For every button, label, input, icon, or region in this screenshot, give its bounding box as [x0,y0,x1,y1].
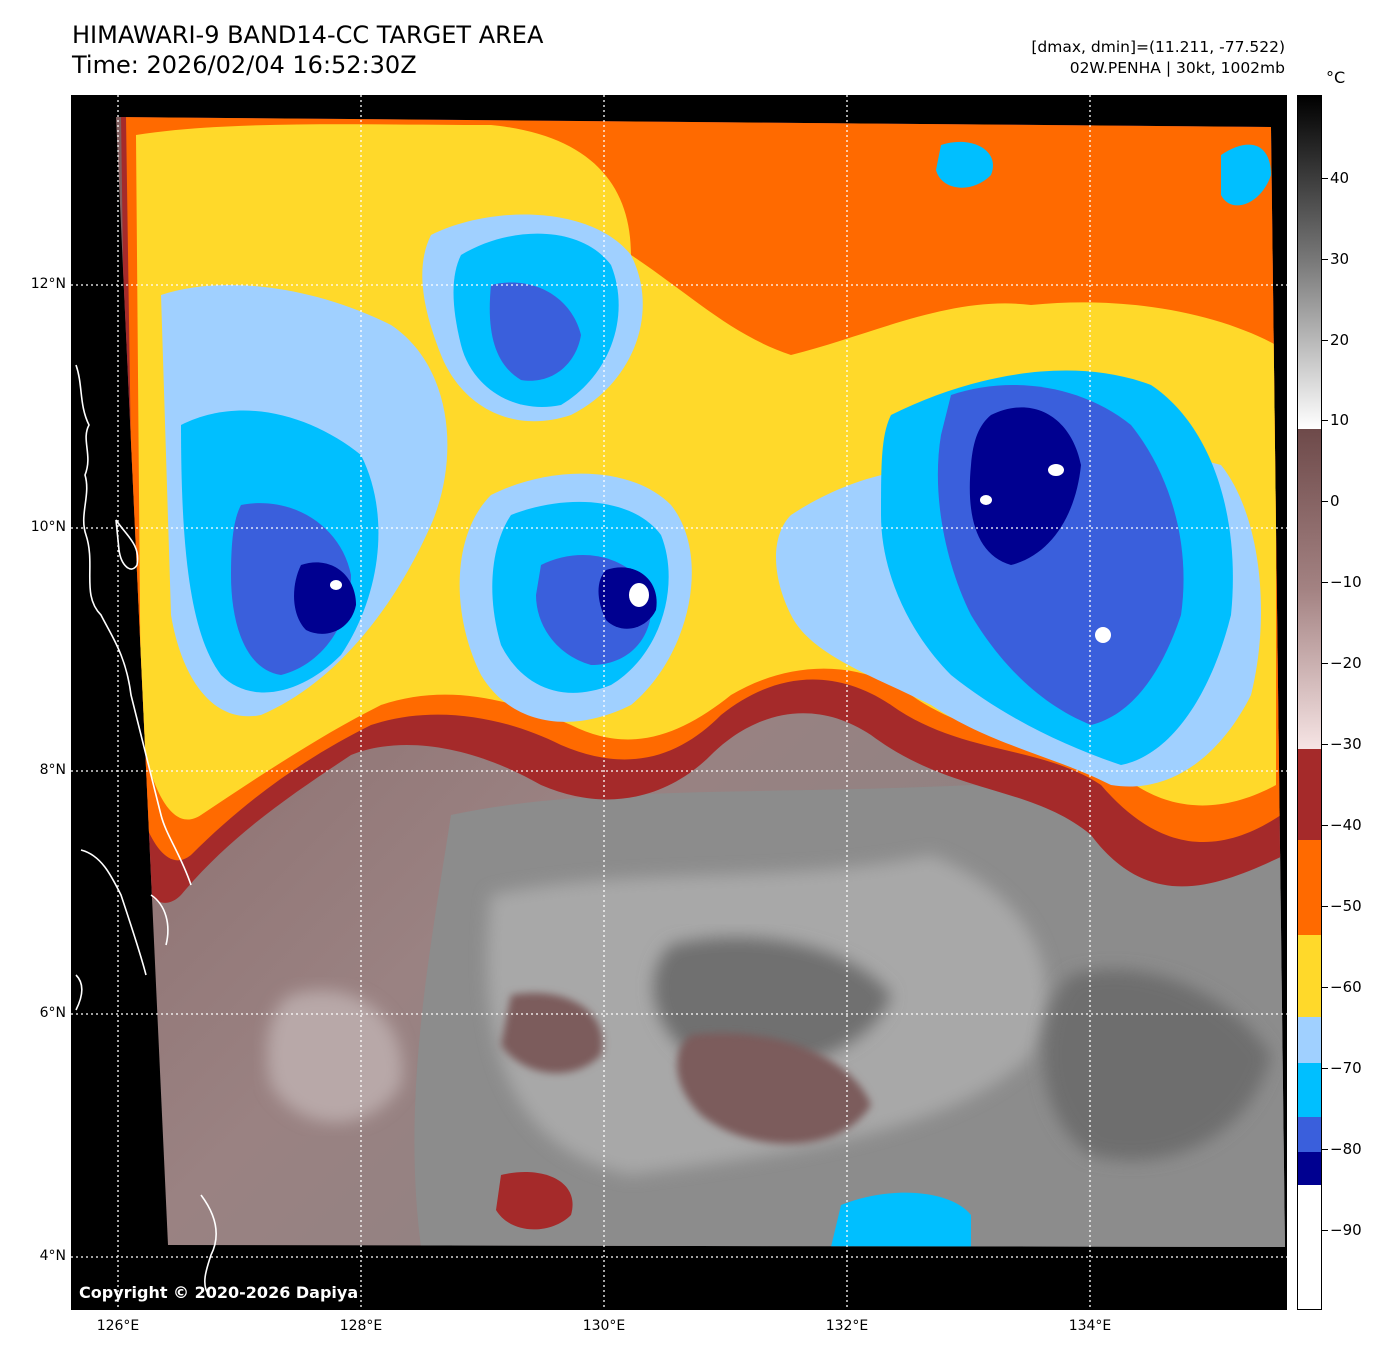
colorbar-label-minus-40: −40 [1330,816,1362,834]
colorbar-tick [1322,501,1328,502]
colorbar-scale [1298,96,1321,1309]
title-line-1: HIMAWARI-9 BAND14-CC TARGET AREA [72,21,544,49]
colorbar-label-minus-30: −30 [1330,735,1362,753]
lat-label-12n: 12°N [30,276,66,292]
colorbar [1297,95,1322,1310]
colorbar-tick [1322,1068,1328,1069]
colorbar-tick [1322,825,1328,826]
lat-label-10n: 10°N [30,519,66,535]
colorbar-label-minus-80: −80 [1330,1140,1362,1158]
lon-label-126e: 126°E [96,1318,140,1334]
storm-info: [dmax, dmin]=(11.211, -77.522) 02W.PENHA… [1031,37,1285,79]
colorbar-tick [1322,340,1328,341]
colorbar-tick [1322,987,1328,988]
colorbar-label-minus-90: −90 [1330,1221,1362,1239]
colorbar-label-0: 0 [1330,492,1340,510]
lon-label-132e: 132°E [825,1318,869,1334]
colorbar-tick [1322,1149,1328,1150]
dmax-dmin-readout: [dmax, dmin]=(11.211, -77.522) [1031,38,1285,56]
colorbar-label-40: 40 [1330,169,1350,187]
cloud-top-temperature-field [116,117,1285,1247]
colorbar-label-20: 20 [1330,331,1350,349]
colorbar-tick [1322,744,1328,745]
colorbar-label-minus-60: −60 [1330,978,1362,996]
storm-intensity: 02W.PENHA | 30kt, 1002mb [1069,59,1285,77]
satellite-map: Copyright © 2020-2026 Dapiya [71,95,1287,1310]
lon-label-134e: 134°E [1068,1318,1112,1334]
copyright-notice: Copyright © 2020-2026 Dapiya [79,1283,359,1302]
colorbar-tick [1322,259,1328,260]
coastline [75,364,217,1296]
colorbar-label-30: 30 [1330,250,1350,268]
colorbar-tick [1322,582,1328,583]
title-line-2: Time: 2026/02/04 16:52:30Z [72,51,417,79]
chart-title: HIMAWARI-9 BAND14-CC TARGET AREA Time: 2… [72,20,543,80]
lat-label-8n: 8°N [39,762,66,778]
colorbar-label-minus-20: −20 [1330,654,1362,672]
lon-label-130e: 130°E [582,1318,626,1334]
colorbar-label-minus-10: −10 [1330,573,1362,591]
colorbar-label-minus-50: −50 [1330,897,1362,915]
lon-label-128e: 128°E [339,1318,383,1334]
lat-label-6n: 6°N [39,1005,66,1021]
lat-label-4n: 4°N [39,1248,66,1264]
colorbar-tick [1322,906,1328,907]
colorbar-tick [1322,1230,1328,1231]
colorbar-tick [1322,178,1328,179]
colorbar-tick [1322,663,1328,664]
colorbar-label-minus-70: −70 [1330,1059,1362,1077]
colorbar-unit: °C [1326,68,1346,87]
satellite-imagery [71,95,1287,1310]
colorbar-label-10: 10 [1330,411,1350,429]
colorbar-tick [1322,420,1328,421]
